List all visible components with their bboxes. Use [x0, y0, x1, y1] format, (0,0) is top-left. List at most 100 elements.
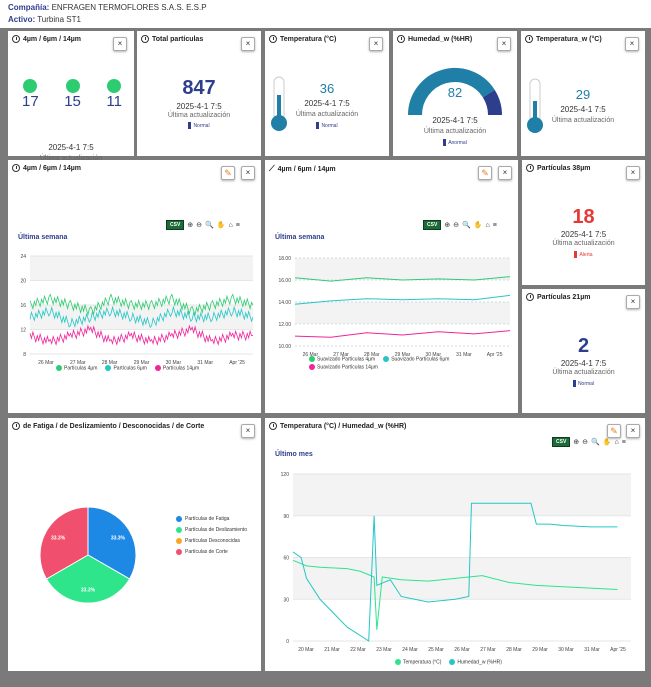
chart-b-title: ⟋ 4µm / 6µm / 14µm [269, 164, 336, 173]
value-4um: 17 [22, 93, 39, 110]
menu-icon[interactable]: ≡ [235, 221, 240, 229]
legend-item[interactable]: Temperatura (°C) [395, 659, 441, 665]
update-date: 2025-4-1 7:5 [432, 116, 478, 125]
y-tick-label: 16 [20, 303, 26, 309]
pan-icon[interactable]: ✋ [473, 222, 483, 229]
temperature-card: Temperatura (°C) × 36 2025-4-1 7:5 Últim… [265, 31, 389, 156]
close-button[interactable]: × [625, 37, 639, 51]
plot-band [30, 256, 253, 281]
close-button[interactable]: × [497, 37, 511, 51]
close-icon: × [501, 39, 507, 48]
trend-icon: ⟋ [269, 164, 275, 173]
pencil-icon: ✎ [481, 168, 489, 178]
close-button[interactable]: × [498, 166, 512, 180]
zoom-in-icon[interactable]: ⊕ [187, 222, 194, 229]
close-icon: × [117, 39, 123, 48]
legend-item[interactable]: Partículas de Deslizamiento [176, 525, 247, 536]
temperature-card-title: Temperatura (°C) [269, 35, 336, 43]
asset-name: Turbina ST1 [37, 15, 81, 24]
status-badge: Normal [265, 122, 389, 129]
legend-item[interactable]: Suavizado Partículas 6µm [383, 356, 449, 362]
particles-21um-card: Partículas 21µm × 2 2025-4-1 7:5 Última … [522, 289, 645, 413]
zoom-select-icon[interactable]: 🔍 [462, 222, 471, 229]
legend-item[interactable]: Suavizado Partículas 4µm [309, 356, 375, 362]
close-button[interactable]: × [626, 295, 640, 309]
smoothed-particles-chart-card: ⟋ 4µm / 6µm / 14µm ✎ × CSV ⊕ ⊖ 🔍 ✋ ⌂ ≡ Úl… [265, 160, 518, 413]
x-tick-label: 31 Mar [456, 352, 472, 358]
reset-home-icon[interactable]: ⌂ [228, 221, 233, 229]
close-button[interactable]: × [241, 37, 255, 51]
zoom-out-icon[interactable]: ⊖ [453, 222, 460, 229]
close-button[interactable]: × [241, 424, 255, 438]
zoom-out-icon[interactable]: ⊖ [196, 222, 203, 229]
p21-card-title: Partículas 21µm [526, 293, 590, 301]
close-button[interactable]: × [241, 166, 255, 180]
humidity-value: 82 [447, 85, 463, 100]
clock-icon [269, 422, 277, 430]
legend-item[interactable]: Partículas de Fatiga [176, 514, 247, 525]
plot-band [293, 474, 631, 516]
zoom-select-icon[interactable]: 🔍 [205, 222, 214, 229]
humidity-gauge [408, 68, 502, 116]
edit-button[interactable]: ✎ [221, 166, 235, 180]
csv-download-button[interactable]: CSV [552, 437, 571, 447]
pan-icon[interactable]: ✋ [216, 222, 226, 229]
status-dot-icon [107, 79, 122, 93]
reset-home-icon[interactable]: ⌂ [485, 221, 490, 229]
close-button[interactable]: × [113, 37, 127, 51]
close-button[interactable]: × [626, 424, 640, 438]
x-tick-label: 29 Mar [395, 352, 411, 358]
zoom-in-icon[interactable]: ⊕ [444, 222, 451, 229]
zoom-in-icon[interactable]: ⊕ [573, 439, 580, 446]
thermometer-icon [527, 78, 543, 133]
chart-toolbar: CSV ⊕ ⊖ 🔍 ✋ ⌂ ≡ [423, 220, 497, 230]
particles-card: 4µm / 6µm / 14µm × 17 15 11 2025-4-1 7:5… [8, 31, 134, 162]
plot-band [295, 302, 510, 324]
legend-item[interactable]: Partículas de Corte [176, 547, 247, 558]
legend-item[interactable]: Partículas 6µm [105, 365, 147, 371]
update-date: 2025-4-1 7:5 [560, 230, 607, 239]
temp-hum-card-title: Temperatura (°C) / Humedad_w (%HR) [269, 422, 406, 430]
legend-item[interactable]: Suavizado Partículas 14µm [309, 364, 378, 371]
update-label: Última actualización [552, 369, 615, 376]
value-14um: 11 [106, 93, 122, 110]
csv-download-button[interactable]: CSV [423, 220, 442, 230]
legend-item[interactable]: Partículas 14µm [154, 365, 199, 371]
x-tick-label: 26 Mar [38, 360, 54, 366]
edit-button[interactable]: ✎ [607, 424, 621, 438]
close-icon: × [629, 39, 635, 48]
csv-download-button[interactable]: CSV [166, 220, 185, 230]
update-label: Última actualización [551, 117, 615, 124]
reset-home-icon[interactable]: ⌂ [614, 438, 619, 446]
clock-icon [12, 35, 20, 43]
close-button[interactable]: × [369, 37, 383, 51]
legend-item[interactable]: Partículas Desconocidas [176, 536, 247, 547]
x-tick-label: 30 Mar [166, 360, 182, 366]
pan-icon[interactable]: ✋ [602, 439, 612, 446]
clock-icon [141, 35, 149, 43]
particle-types-card: de Fatiga / de Deslizamiento / Desconoci… [8, 418, 261, 671]
update-label: Última actualización [167, 112, 231, 119]
legend-item[interactable]: Humedad_w (%HR) [449, 659, 502, 665]
menu-icon[interactable]: ≡ [621, 438, 626, 446]
update-label: Última actualización [552, 240, 615, 247]
close-icon: × [245, 426, 251, 435]
status-dot-icon [65, 79, 80, 93]
menu-icon[interactable]: ≡ [492, 221, 497, 229]
y-tick-label: 14.00 [278, 300, 291, 306]
chart-a-plot: 8 12 16 20 24 26 Mar 27 Mar 28 Mar 29 Mar 30 Mar 3… [20, 254, 254, 366]
x-tick-label: 27 Mar [480, 647, 496, 653]
series-line [294, 330, 511, 338]
close-icon: × [630, 297, 636, 306]
legend-item[interactable]: Partículas 4µm [56, 365, 97, 371]
edit-button[interactable]: ✎ [478, 166, 492, 180]
close-button[interactable]: × [626, 166, 640, 180]
chart-toolbar: CSV ⊕ ⊖ 🔍 ✋ ⌂ ≡ [552, 437, 626, 447]
zoom-select-icon[interactable]: 🔍 [591, 439, 600, 446]
total-particles-card: Total partículas × 847 2025-4-1 7:5 Últi… [137, 31, 261, 156]
particle-values: 17 15 11 [22, 79, 122, 110]
close-icon: × [373, 39, 379, 48]
x-tick-label: 22 Mar [350, 647, 366, 653]
x-tick-label: 30 Mar [425, 352, 441, 358]
zoom-out-icon[interactable]: ⊖ [582, 439, 589, 446]
